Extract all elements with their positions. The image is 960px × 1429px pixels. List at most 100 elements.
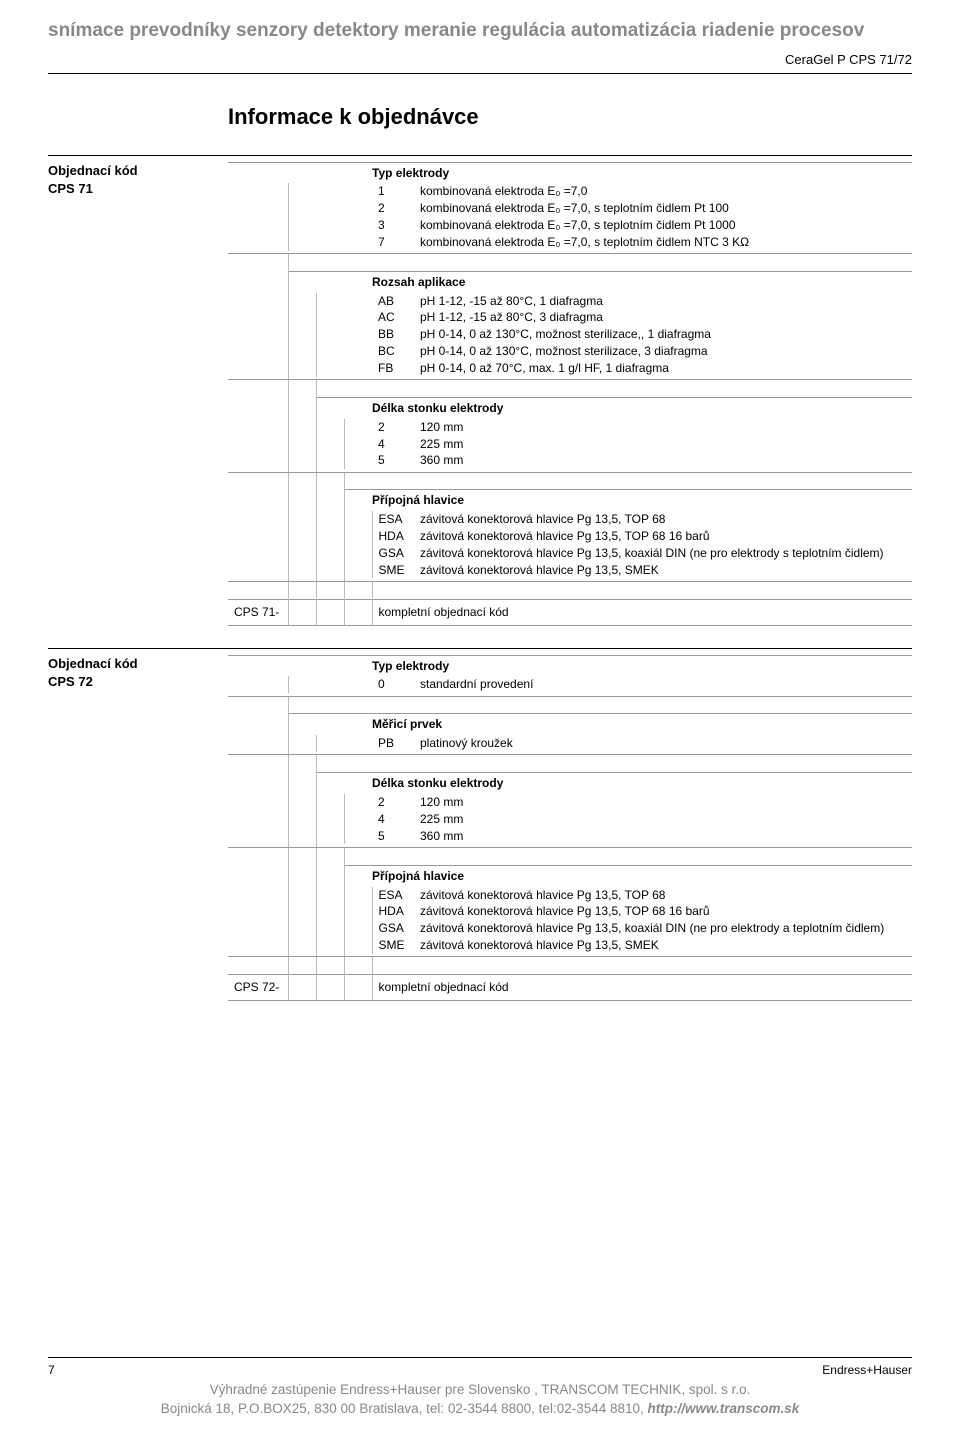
option-desc: závitová konektorová hlavice Pg 13,5, TO… <box>416 887 912 904</box>
label-line: CPS 72 <box>48 673 228 691</box>
option-row: SMEzávitová konektorová hlavice Pg 13,5,… <box>228 937 912 954</box>
option-desc: platinový kroužek <box>416 735 912 752</box>
option-code: BC <box>372 343 416 360</box>
option-code: AC <box>372 309 416 326</box>
option-row: HDAzávitová konektorová hlavice Pg 13,5,… <box>228 528 912 545</box>
option-code: 2 <box>372 419 416 436</box>
option-row: GSAzávitová konektorová hlavice Pg 13,5,… <box>228 545 912 562</box>
option-row: 2120 mm <box>228 419 912 436</box>
block-header-row: Typ elektrody <box>228 655 912 676</box>
option-desc: pH 1-12, -15 až 80°C, 3 diafragma <box>416 309 912 326</box>
option-row: ESAzávitová konektorová hlavice Pg 13,5,… <box>228 511 912 528</box>
option-code: HDA <box>372 528 416 545</box>
section-label: Objednací kódCPS 72 <box>48 655 228 1001</box>
option-desc: 225 mm <box>416 436 912 453</box>
option-code: BB <box>372 326 416 343</box>
option-desc: 120 mm <box>416 419 912 436</box>
page: snímace prevodníky senzory detektory mer… <box>0 0 960 1429</box>
final-code-row: CPS 72-kompletní objednací kód <box>228 975 912 1001</box>
option-row: SMEzávitová konektorová hlavice Pg 13,5,… <box>228 562 912 579</box>
option-row: PBplatinový kroužek <box>228 735 912 752</box>
final-code-row: CPS 71- kompletní objednací kód <box>228 599 912 625</box>
section-label: Objednací kódCPS 71 <box>48 162 228 626</box>
option-row: ACpH 1-12, -15 až 80°C, 3 diafragma <box>228 309 912 326</box>
option-desc: závitová konektorová hlavice Pg 13,5, SM… <box>416 937 912 954</box>
option-row: 2120 mm <box>228 794 912 811</box>
footer-address: Výhradné zastúpenie Endress+Hauser pre S… <box>48 1381 912 1419</box>
block-header: Měřicí prvek <box>372 714 912 735</box>
option-code: 4 <box>372 436 416 453</box>
option-row: HDAzávitová konektorová hlavice Pg 13,5,… <box>228 903 912 920</box>
option-desc: kombinovaná elektroda E₀ =7,0 <box>416 183 912 200</box>
block-header-row: Délka stonku elektrody <box>228 773 912 794</box>
block-header: Typ elektrody <box>372 162 912 183</box>
sections-container: Objednací kódCPS 71Typ elektrody1kombino… <box>48 155 912 1001</box>
option-code: ESA <box>372 511 416 528</box>
label-line: Objednací kód <box>48 655 228 673</box>
footer: 7 Endress+Hauser Výhradné zastúpenie End… <box>48 1357 912 1419</box>
banner: snímace prevodníky senzory detektory mer… <box>48 18 912 45</box>
label-line: Objednací kód <box>48 162 228 180</box>
option-code: 2 <box>372 200 416 217</box>
option-desc: pH 0-14, 0 až 130°C, možnost sterilizace… <box>416 326 912 343</box>
option-desc: kombinovaná elektroda E₀ =7,0, s teplotn… <box>416 200 912 217</box>
option-row: 3kombinovaná elektroda E₀ =7,0, s teplot… <box>228 217 912 234</box>
option-desc: pH 0-14, 0 až 130°C, možnost sterilizace… <box>416 343 912 360</box>
option-code: SME <box>372 562 416 579</box>
order-section: Objednací kódCPS 71Typ elektrody1kombino… <box>48 155 912 626</box>
block-header-row: Měřicí prvek <box>228 714 912 735</box>
final-desc: kompletní objednací kód <box>372 599 912 625</box>
footer-line1: Výhradné zastúpenie Endress+Hauser pre S… <box>48 1381 912 1400</box>
config-table: Typ elektrody0standardní provedení Měřic… <box>228 655 912 1001</box>
option-code: SME <box>372 937 416 954</box>
footer-line2: Bojnická 18, P.O.BOX25, 830 00 Bratislav… <box>48 1400 912 1419</box>
option-row: ESAzávitová konektorová hlavice Pg 13,5,… <box>228 887 912 904</box>
option-code: 0 <box>372 676 416 693</box>
option-code: 5 <box>372 828 416 845</box>
option-row: 2kombinovaná elektroda E₀ =7,0, s teplot… <box>228 200 912 217</box>
option-code: GSA <box>372 545 416 562</box>
block-header: Typ elektrody <box>372 655 912 676</box>
option-code: HDA <box>372 903 416 920</box>
option-row: 4225 mm <box>228 436 912 453</box>
final-code: CPS 71- <box>228 599 288 625</box>
footer-brand: Endress+Hauser <box>822 1362 912 1379</box>
section-content: Typ elektrody0standardní provedení Měřic… <box>228 655 912 1001</box>
block-header: Délka stonku elektrody <box>372 397 912 418</box>
block-header: Rozsah aplikace <box>372 271 912 292</box>
option-code: 5 <box>372 452 416 469</box>
block-header-row: Rozsah aplikace <box>228 271 912 292</box>
option-desc: 225 mm <box>416 811 912 828</box>
block-header-row: Přípojná hlavice <box>228 865 912 886</box>
option-code: PB <box>372 735 416 752</box>
option-desc: pH 1-12, -15 až 80°C, 1 diafragma <box>416 293 912 310</box>
option-code: 1 <box>372 183 416 200</box>
option-code: 3 <box>372 217 416 234</box>
option-row: GSAzávitová konektorová hlavice Pg 13,5,… <box>228 920 912 937</box>
option-desc: kombinovaná elektroda E₀ =7,0, s teplotn… <box>416 217 912 234</box>
option-code: ESA <box>372 887 416 904</box>
option-code: AB <box>372 293 416 310</box>
option-desc: standardní provedení <box>416 676 912 693</box>
block-header: Délka stonku elektrody <box>372 773 912 794</box>
option-desc: 360 mm <box>416 452 912 469</box>
product-name: CeraGel P CPS 71/72 <box>48 51 912 74</box>
option-row: 4225 mm <box>228 811 912 828</box>
option-row: 7kombinovaná elektroda E₀ =7,0, s teplot… <box>228 234 912 251</box>
final-desc: kompletní objednací kód <box>372 975 912 1001</box>
option-desc: závitová konektorová hlavice Pg 13,5, TO… <box>416 903 912 920</box>
block-header-row: Délka stonku elektrody <box>228 397 912 418</box>
option-desc: 360 mm <box>416 828 912 845</box>
option-desc: závitová konektorová hlavice Pg 13,5, SM… <box>416 562 912 579</box>
config-table: Typ elektrody1kombinovaná elektroda E₀ =… <box>228 162 912 626</box>
option-row: FBpH 0-14, 0 až 70°C, max. 1 g/l HF, 1 d… <box>228 360 912 377</box>
label-line: CPS 71 <box>48 180 228 198</box>
option-code: GSA <box>372 920 416 937</box>
footer-page: 7 <box>48 1362 55 1379</box>
option-row: 5360 mm <box>228 828 912 845</box>
block-header-row: Typ elektrody <box>228 162 912 183</box>
option-desc: závitová konektorová hlavice Pg 13,5, TO… <box>416 528 912 545</box>
option-desc: závitová konektorová hlavice Pg 13,5, ko… <box>416 545 912 562</box>
block-header-row: Přípojná hlavice <box>228 490 912 511</box>
option-row: 1kombinovaná elektroda E₀ =7,0 <box>228 183 912 200</box>
